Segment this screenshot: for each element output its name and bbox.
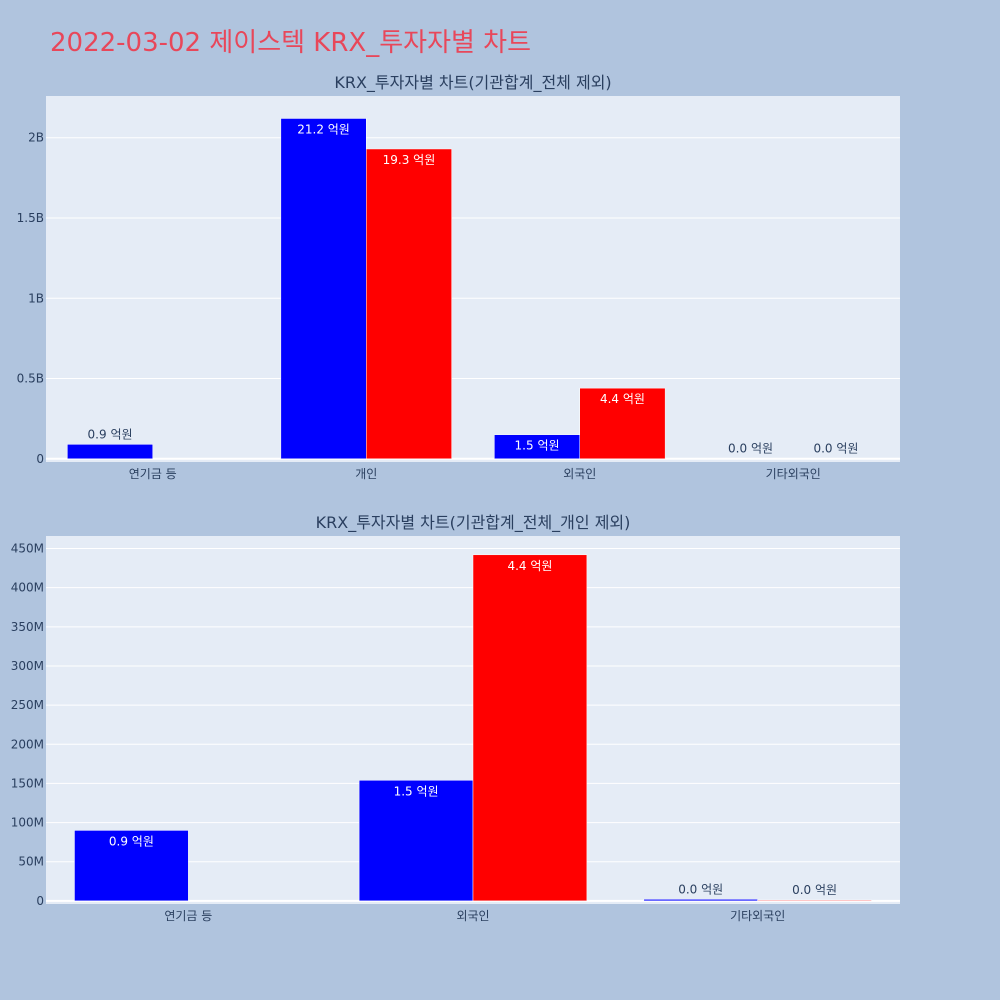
page-title: 2022-03-02 제이스텍 KRX_투자자별 차트 [50, 28, 532, 58]
y-tick-label: 100M [11, 816, 44, 830]
bar [74, 830, 189, 902]
bar [757, 899, 872, 902]
bar [366, 148, 452, 460]
data-label: 1.5 억원 [394, 784, 439, 798]
y-tick-label: 0.5B [17, 372, 44, 386]
y-tick-label: 450M [11, 542, 44, 556]
data-label: 0.9 억원 [109, 834, 154, 848]
data-label: 4.4 억원 [600, 392, 645, 406]
y-tick-label: 400M [11, 581, 44, 595]
x-tick-label: 기타외국인 [730, 909, 785, 923]
bar [472, 554, 588, 902]
data-label: 0.9 억원 [88, 427, 133, 441]
x-tick-label: 외국인 [563, 467, 596, 481]
data-label: 0.0 억원 [813, 442, 858, 456]
data-label: 0.0 억원 [792, 883, 837, 897]
y-tick-label: 2B [28, 131, 44, 145]
bar [494, 434, 581, 460]
y-tick-label: 0 [36, 894, 44, 908]
bar [358, 780, 474, 902]
y-tick-label: 50M [18, 855, 44, 869]
y-tick-label: 1B [28, 291, 44, 305]
x-tick-label: 연기금 등 [164, 909, 212, 923]
bar [643, 899, 758, 902]
x-tick-label: 기타외국인 [766, 467, 821, 481]
data-label: 21.2 억원 [297, 122, 350, 136]
data-label: 0.0 억원 [728, 442, 773, 456]
y-tick-label: 200M [11, 737, 44, 751]
bar [280, 118, 367, 460]
chart-title: KRX_투자자별 차트(기관합계_전체 제외) [334, 73, 611, 93]
data-label: 0.0 억원 [678, 882, 723, 896]
y-tick-label: 0 [36, 452, 44, 466]
data-label: 1.5 억원 [515, 439, 560, 453]
investor-chart-excl-individual: 0 50M 100M 150M 200M 250M 300M 350M 400M 450M KRX_… [11, 513, 900, 923]
bar [579, 387, 666, 460]
chart-title: KRX_투자자별 차트(기관합계_전체_개인 제외) [316, 513, 631, 533]
plot-area [46, 96, 900, 462]
y-tick-label: 350M [11, 620, 44, 634]
y-tick-label: 300M [11, 659, 44, 673]
y-tick-label: 150M [11, 776, 44, 790]
data-label: 4.4 억원 [507, 559, 552, 573]
y-tick-label: 250M [11, 698, 44, 712]
data-label: 19.3 억원 [383, 153, 436, 167]
x-tick-label: 외국인 [456, 909, 489, 923]
x-tick-label: 연기금 등 [129, 467, 177, 481]
investor-chart-all: 0 0.5B 1B 1.5B 2B KRX_투자자별 차트(기관합계_전체 제외) 연기금 … [17, 73, 900, 481]
bar [67, 444, 153, 460]
y-tick-label: 1.5B [17, 211, 44, 225]
x-tick-label: 개인 [355, 467, 377, 481]
